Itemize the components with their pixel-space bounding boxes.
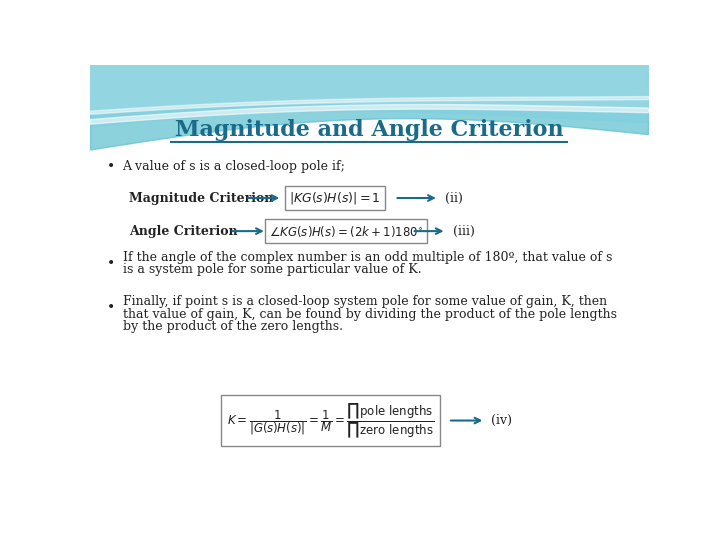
Text: $|KG(s)H(s)| = 1$: $|KG(s)H(s)| = 1$ bbox=[289, 190, 381, 206]
Text: Magnitude Criterion: Magnitude Criterion bbox=[129, 192, 273, 205]
Text: •: • bbox=[107, 256, 115, 271]
Text: $\angle KG(s)H(s) = (2k+1)180^{\circ}$: $\angle KG(s)H(s) = (2k+1)180^{\circ}$ bbox=[269, 224, 423, 239]
Text: If the angle of the complex number is an odd multiple of 180º, that value of s: If the angle of the complex number is an… bbox=[122, 251, 612, 264]
Text: is a system pole for some particular value of K.: is a system pole for some particular val… bbox=[122, 263, 421, 276]
Text: A value of s is a closed-loop pole if;: A value of s is a closed-loop pole if; bbox=[122, 160, 346, 173]
Text: Finally, if point s is a closed-loop system pole for some value of gain, K, then: Finally, if point s is a closed-loop sys… bbox=[122, 295, 607, 308]
Text: by the product of the zero lengths.: by the product of the zero lengths. bbox=[122, 320, 343, 333]
Text: (iii): (iii) bbox=[453, 225, 474, 238]
Text: Angle Criterion: Angle Criterion bbox=[129, 225, 238, 238]
Text: •: • bbox=[107, 159, 115, 173]
Text: Magnitude and Angle Criterion: Magnitude and Angle Criterion bbox=[175, 119, 563, 141]
Text: $K = \dfrac{1}{|G(s)H(s)|} = \dfrac{1}{M} = \dfrac{\prod \mathrm{pole\ lengths}}: $K = \dfrac{1}{|G(s)H(s)|} = \dfrac{1}{M… bbox=[227, 401, 434, 440]
Text: •: • bbox=[107, 300, 115, 314]
Text: that value of gain, K, can be found by dividing the product of the pole lengths: that value of gain, K, can be found by d… bbox=[122, 308, 616, 321]
Text: (iv): (iv) bbox=[492, 414, 513, 427]
Text: (ii): (ii) bbox=[445, 192, 463, 205]
